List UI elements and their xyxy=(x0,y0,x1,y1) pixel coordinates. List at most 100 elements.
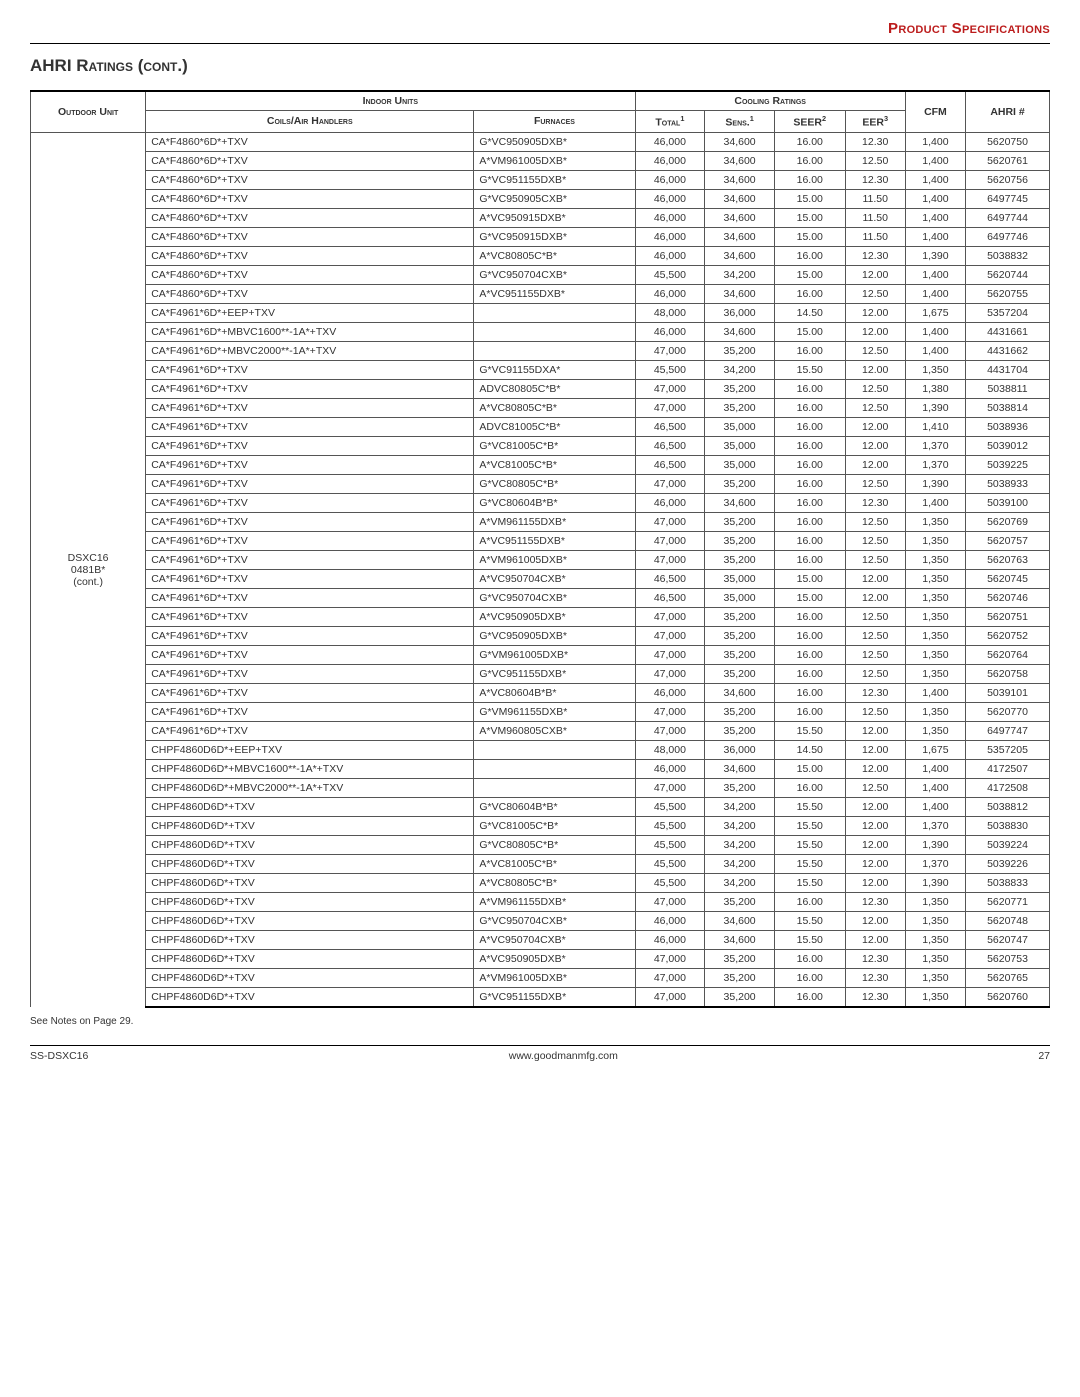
furnace-cell: G*VC951155DXB* xyxy=(474,664,635,683)
furnace-cell: A*VC950704CXB* xyxy=(474,930,635,949)
value-cell: 12.50 xyxy=(845,645,905,664)
coil-cell: CA*F4961*6D*+TXV xyxy=(146,360,474,379)
value-cell: 12.30 xyxy=(845,987,905,1007)
value-cell: 12.50 xyxy=(845,151,905,170)
value-cell: 16.00 xyxy=(774,607,845,626)
value-cell: 12.50 xyxy=(845,607,905,626)
value-cell: 35,200 xyxy=(705,474,775,493)
coil-cell: CA*F4961*6D*+TXV xyxy=(146,664,474,683)
table-row: CHPF4860D6D*+TXVG*VC80604B*B*45,50034,20… xyxy=(31,797,1050,816)
col-coils: Coils/Air Handlers xyxy=(146,111,474,133)
coil-cell: CHPF4860D6D*+TXV xyxy=(146,911,474,930)
table-row: CA*F4961*6D*+TXVA*VC950704CXB*46,50035,0… xyxy=(31,569,1050,588)
value-cell: 5038936 xyxy=(966,417,1050,436)
value-cell: 35,200 xyxy=(705,512,775,531)
value-cell: 15.50 xyxy=(774,816,845,835)
furnace-cell: G*VC951155DXB* xyxy=(474,987,635,1007)
furnace-cell: G*VC91155DXA* xyxy=(474,360,635,379)
col-indoor: Indoor Units xyxy=(146,91,635,111)
value-cell: 15.00 xyxy=(774,569,845,588)
value-cell: 35,200 xyxy=(705,987,775,1007)
furnace-cell xyxy=(474,322,635,341)
value-cell: 35,200 xyxy=(705,398,775,417)
value-cell: 12.00 xyxy=(845,930,905,949)
value-cell: 5039225 xyxy=(966,455,1050,474)
coil-cell: CA*F4860*6D*+TXV xyxy=(146,189,474,208)
value-cell: 1,400 xyxy=(905,322,965,341)
value-cell: 12.00 xyxy=(845,588,905,607)
value-cell: 35,200 xyxy=(705,949,775,968)
furnace-cell: A*VC950905DXB* xyxy=(474,949,635,968)
coil-cell: CA*F4961*6D*+TXV xyxy=(146,588,474,607)
coil-cell: CA*F4961*6D*+TXV xyxy=(146,550,474,569)
value-cell: 16.00 xyxy=(774,550,845,569)
footer-left: SS-DSXC16 xyxy=(30,1050,88,1062)
value-cell: 12.00 xyxy=(845,569,905,588)
value-cell: 1,350 xyxy=(905,702,965,721)
value-cell: 5620765 xyxy=(966,968,1050,987)
table-row: CA*F4961*6D*+TXVG*VC80805C*B*47,00035,20… xyxy=(31,474,1050,493)
coil-cell: CA*F4860*6D*+TXV xyxy=(146,265,474,284)
value-cell: 6497744 xyxy=(966,208,1050,227)
value-cell: 5620756 xyxy=(966,170,1050,189)
table-row: CA*F4961*6D*+TXVG*VM961005DXB*47,00035,2… xyxy=(31,645,1050,664)
table-row: CHPF4860D6D*+TXVA*VM961155DXB*47,00035,2… xyxy=(31,892,1050,911)
value-cell: 5620764 xyxy=(966,645,1050,664)
value-cell: 5620752 xyxy=(966,626,1050,645)
footer-center: www.goodmanmfg.com xyxy=(509,1050,618,1062)
value-cell: 1,380 xyxy=(905,379,965,398)
col-seer: SEER2 xyxy=(774,111,845,133)
value-cell: 12.50 xyxy=(845,379,905,398)
coil-cell: CA*F4961*6D*+MBVC1600**-1A*+TXV xyxy=(146,322,474,341)
value-cell: 5357204 xyxy=(966,303,1050,322)
value-cell: 34,600 xyxy=(705,284,775,303)
furnace-cell xyxy=(474,740,635,759)
value-cell: 16.00 xyxy=(774,132,845,151)
value-cell: 48,000 xyxy=(635,740,705,759)
value-cell: 47,000 xyxy=(635,512,705,531)
value-cell: 5039101 xyxy=(966,683,1050,702)
value-cell: 34,600 xyxy=(705,759,775,778)
furnace-cell: G*VC950905CXB* xyxy=(474,189,635,208)
furnace-cell: A*VM961005DXB* xyxy=(474,550,635,569)
value-cell: 12.00 xyxy=(845,835,905,854)
table-row: CHPF4860D6D*+TXVA*VC950704CXB*46,00034,6… xyxy=(31,930,1050,949)
furnace-cell xyxy=(474,759,635,778)
value-cell: 35,000 xyxy=(705,588,775,607)
value-cell: 16.00 xyxy=(774,664,845,683)
furnace-cell: A*VC81005C*B* xyxy=(474,455,635,474)
value-cell: 45,500 xyxy=(635,854,705,873)
value-cell: 47,000 xyxy=(635,379,705,398)
value-cell: 47,000 xyxy=(635,778,705,797)
value-cell: 34,600 xyxy=(705,493,775,512)
value-cell: 16.00 xyxy=(774,702,845,721)
value-cell: 5620769 xyxy=(966,512,1050,531)
value-cell: 12.30 xyxy=(845,683,905,702)
value-cell: 47,000 xyxy=(635,398,705,417)
coil-cell: CA*F4860*6D*+TXV xyxy=(146,151,474,170)
furnace-cell: G*VC951155DXB* xyxy=(474,170,635,189)
value-cell: 15.50 xyxy=(774,930,845,949)
value-cell: 12.30 xyxy=(845,170,905,189)
value-cell: 16.00 xyxy=(774,512,845,531)
value-cell: 12.50 xyxy=(845,550,905,569)
value-cell: 34,200 xyxy=(705,854,775,873)
table-row: CA*F4961*6D*+TXVADVC81005C*B*46,50035,00… xyxy=(31,417,1050,436)
value-cell: 12.00 xyxy=(845,455,905,474)
value-cell: 34,600 xyxy=(705,683,775,702)
coil-cell: CHPF4860D6D*+TXV xyxy=(146,797,474,816)
value-cell: 12.50 xyxy=(845,626,905,645)
value-cell: 12.30 xyxy=(845,132,905,151)
value-cell: 15.00 xyxy=(774,227,845,246)
value-cell: 12.00 xyxy=(845,854,905,873)
value-cell: 46,500 xyxy=(635,588,705,607)
table-row: CA*F4961*6D*+TXVA*VM960805CXB*47,00035,2… xyxy=(31,721,1050,740)
value-cell: 12.50 xyxy=(845,702,905,721)
value-cell: 1,350 xyxy=(905,911,965,930)
value-cell: 5357205 xyxy=(966,740,1050,759)
value-cell: 34,600 xyxy=(705,132,775,151)
value-cell: 16.00 xyxy=(774,246,845,265)
value-cell: 5038832 xyxy=(966,246,1050,265)
table-row: CHPF4860D6D*+TXVG*VC950704CXB*46,00034,6… xyxy=(31,911,1050,930)
furnace-cell: G*VC80604B*B* xyxy=(474,493,635,512)
